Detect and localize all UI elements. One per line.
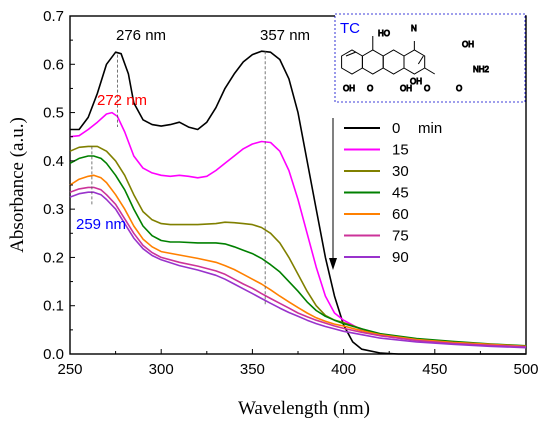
- series-line-30-min: [69, 145, 527, 348]
- x-tick-label: 350: [240, 361, 265, 378]
- atom-label: OH: [462, 40, 474, 49]
- legend-label-45: 45: [392, 185, 409, 202]
- amide-bond: [424, 67, 436, 75]
- series-layer: [69, 50, 527, 355]
- double-bond-a: [345, 51, 357, 57]
- atom-label: OH: [343, 84, 355, 93]
- atom-label: O: [456, 84, 462, 93]
- x-tick-label: 250: [57, 361, 82, 378]
- series-line-0-min: [70, 50, 526, 355]
- legend-label-0: 0: [392, 120, 400, 137]
- ring-d: [403, 49, 426, 75]
- legend: 0 min 15 30 45 60 75 90: [344, 120, 442, 266]
- atom-label: NH2: [473, 65, 490, 74]
- y-tick-label: 0.0: [43, 346, 64, 363]
- ticks-layer: 250 300 350 400 450 5000.00.10.20.30.40.50.60…: [43, 8, 538, 378]
- legend-label-30: 30: [392, 163, 409, 180]
- series-line-90-min: [69, 191, 527, 349]
- time-arrow-head: [329, 258, 337, 270]
- legend-label-75: 75: [392, 228, 409, 245]
- y-axis-title: Absorbance (a.u.): [7, 117, 28, 253]
- peak-label-0: 276 nm: [116, 27, 166, 44]
- series-line-45-min: [69, 155, 527, 347]
- guide-layer: 276 nm 357 nm 272 nm 259 nm: [76, 27, 337, 306]
- series-line-75-min: [69, 186, 527, 348]
- atom-label: O: [367, 84, 373, 93]
- atom-label: OH: [400, 84, 412, 93]
- atom-label: OH: [410, 77, 422, 86]
- x-axis-title: Wavelength (nm): [238, 398, 370, 419]
- peak-label-1: 357 nm: [260, 27, 310, 44]
- y-tick-label: 0.7: [43, 8, 64, 25]
- x-tick-label: 300: [149, 361, 174, 378]
- peak-label-3: 259 nm: [76, 216, 126, 233]
- y-tick-label: 0.3: [43, 201, 64, 218]
- legend-label-90: 90: [392, 249, 409, 266]
- y-tick-label: 0.2: [43, 249, 64, 266]
- peak-label-2: 272 nm: [97, 92, 147, 109]
- x-tick-label: 500: [513, 361, 538, 378]
- y-tick-label: 0.1: [43, 298, 64, 315]
- x-tick-label: 400: [331, 361, 356, 378]
- double-bond-d: [417, 55, 424, 65]
- x-tick-label: 450: [422, 361, 447, 378]
- y-tick-label: 0.5: [43, 105, 64, 122]
- atom-label: HO: [378, 29, 390, 38]
- atom-label: N: [411, 24, 417, 33]
- series-line-60-min: [69, 174, 527, 348]
- legend-label-60: 60: [392, 206, 409, 223]
- y-tick-label: 0.6: [43, 56, 64, 73]
- legend-label-15: 15: [392, 142, 409, 159]
- series-line-15-min: [69, 111, 527, 348]
- y-tick-label: 0.4: [43, 153, 64, 170]
- legend-unit: min: [418, 120, 442, 137]
- inset-border: [334, 13, 526, 103]
- inset-label: TC: [340, 20, 360, 37]
- atom-label: O: [424, 84, 430, 93]
